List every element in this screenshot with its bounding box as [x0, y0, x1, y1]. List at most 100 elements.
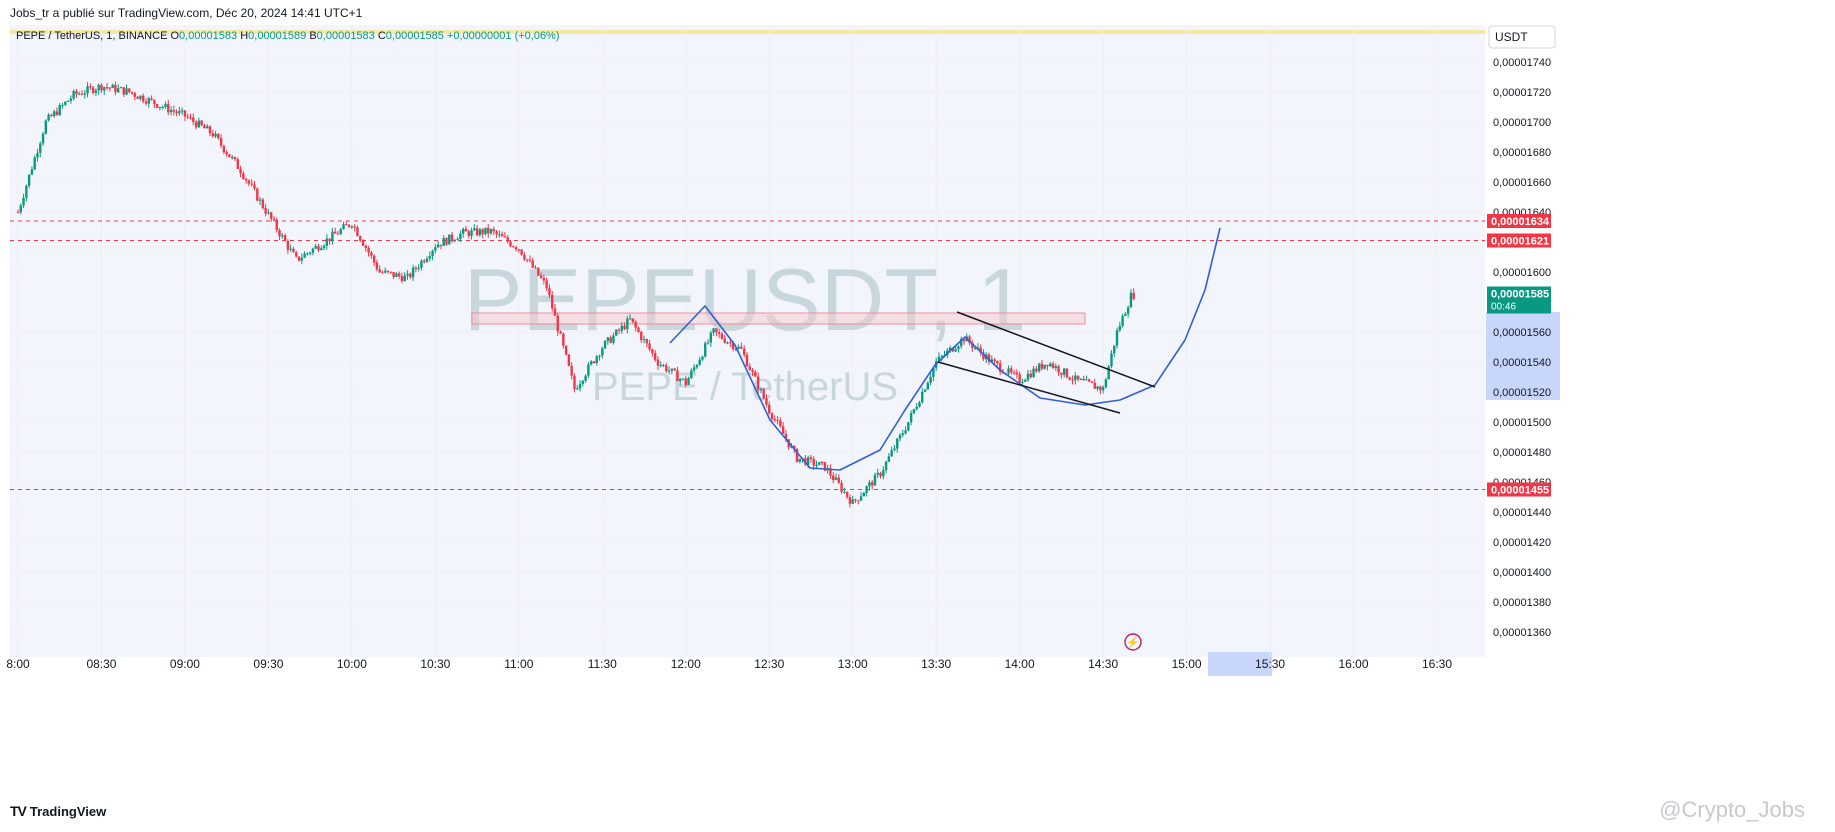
candle-body: [976, 347, 980, 349]
candle-body: [742, 348, 746, 355]
y-tick-label: 0,00001420: [1493, 537, 1551, 549]
candle-body: [367, 248, 370, 253]
watermark-name: PEPE / TetherUS: [592, 365, 898, 409]
candle-body: [587, 364, 590, 376]
candle-body: [665, 365, 668, 372]
candle-body: [809, 457, 813, 459]
candle-body: [384, 270, 387, 273]
candle-body: [94, 90, 98, 93]
candle-body: [33, 157, 36, 170]
candle-body: [820, 462, 824, 464]
price-axis-selection: [1486, 312, 1560, 400]
candle-body: [656, 359, 660, 366]
candle-body: [206, 126, 209, 129]
candle-body: [982, 352, 985, 360]
candle-body: [228, 154, 231, 158]
candle-body: [381, 272, 384, 274]
projection-curve[interactable]: [669, 227, 1221, 471]
y-tick-label: 0,00001380: [1493, 597, 1551, 609]
candle-body: [267, 212, 270, 214]
candle-body: [164, 103, 167, 107]
level-price-tag: [1487, 233, 1551, 248]
candle-body: [478, 229, 482, 236]
candle-body: [264, 208, 267, 214]
resistance-zone[interactable]: [471, 312, 1086, 325]
plot-area[interactable]: [10, 25, 1485, 657]
candle-body: [353, 226, 356, 228]
candle-body: [261, 199, 265, 209]
candle-body: [36, 153, 39, 158]
candle-body: [1115, 330, 1119, 346]
candle-body: [506, 237, 509, 242]
candle-body: [726, 342, 729, 344]
candle-body: [601, 348, 604, 356]
candle-body: [347, 224, 351, 227]
candle-body: [1029, 373, 1032, 378]
candle-body: [701, 356, 704, 360]
candle-body: [144, 101, 148, 104]
candle-body: [698, 359, 701, 365]
time-axis-selection: [1208, 652, 1272, 676]
candle-body: [91, 87, 95, 93]
candle-body: [884, 461, 888, 471]
candle-body: [175, 111, 178, 114]
candle-body: [987, 354, 991, 362]
candle-body: [167, 103, 170, 113]
y-tick-label: 0,00001400: [1493, 567, 1551, 579]
candle-body: [139, 95, 142, 99]
candle-body: [242, 173, 245, 179]
x-tick-label: 8:00: [6, 657, 30, 671]
candle-body: [423, 260, 426, 262]
candle-body: [495, 231, 498, 235]
candle-body: [52, 111, 56, 117]
candle-body: [136, 96, 139, 99]
candle-body: [461, 228, 465, 234]
level-price-label: 0,00001621: [1491, 236, 1549, 248]
candle-body: [709, 332, 713, 343]
flash-icon[interactable]: [1124, 633, 1142, 651]
candle-body: [445, 238, 448, 245]
candle-body: [548, 288, 551, 295]
tradingview-logo[interactable]: TV TradingView: [10, 803, 106, 819]
candle-body: [75, 90, 78, 95]
candle-body: [651, 349, 654, 354]
candle-body: [41, 133, 45, 144]
candle-body: [114, 84, 117, 93]
candle-body: [573, 375, 576, 390]
x-tick-label: 15:00: [1172, 657, 1202, 671]
candle-body: [189, 117, 192, 119]
candle-body: [993, 359, 996, 362]
candle-body: [55, 111, 59, 115]
candle-body: [1062, 368, 1066, 375]
candle-body: [623, 325, 626, 330]
candle-body: [97, 84, 100, 91]
candle-body: [1051, 363, 1055, 368]
candle-body: [617, 329, 621, 331]
currency-button[interactable]: [1488, 25, 1556, 49]
candle-body: [103, 87, 106, 91]
candle-body: [116, 88, 120, 93]
candle-body: [918, 402, 921, 407]
candle-body: [403, 275, 406, 282]
x-tick-label: 13:30: [921, 657, 951, 671]
legend-part: B: [309, 30, 316, 42]
candle-body: [770, 413, 774, 420]
candle-body: [303, 253, 306, 258]
candle-body: [450, 234, 454, 241]
candle-body: [286, 241, 290, 250]
publisher-line: Jobs_tr a publié sur TradingView.com, Dé…: [10, 6, 363, 20]
candle-body: [1121, 315, 1124, 327]
candle-body: [320, 248, 323, 251]
wedge-lower-line[interactable]: [937, 361, 1121, 414]
candle-body: [990, 359, 994, 362]
candle-body: [829, 468, 832, 476]
candle-body: [631, 318, 635, 322]
candle-body: [523, 254, 526, 260]
wedge-upper-line[interactable]: [956, 311, 1156, 388]
candle-body: [603, 340, 607, 349]
candle-body: [937, 356, 941, 362]
candle-body: [673, 368, 676, 371]
candle-body: [637, 327, 640, 332]
